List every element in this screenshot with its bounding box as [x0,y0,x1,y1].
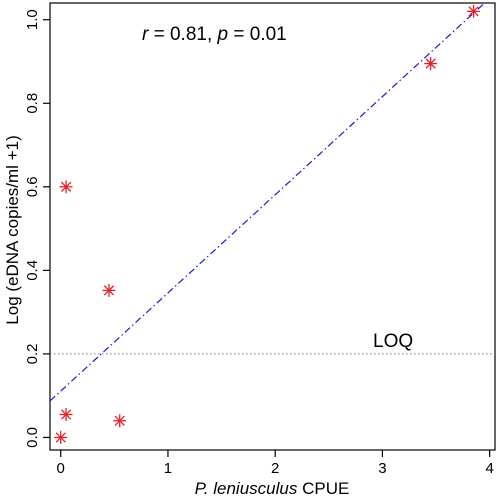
x-axis-title: P. leniusculus CPUE [195,479,350,498]
y-tick-label: 0.0 [24,427,41,448]
x-tick-label: 0 [57,460,65,477]
data-point [424,57,438,71]
y-axis-title: Log (eDNA copies/ml +1) [3,135,22,324]
y-tick-label: 1.0 [24,9,41,30]
data-point [54,430,68,444]
x-axis-title-rest: CPUE [297,479,349,498]
x-tick-label: 4 [485,460,493,477]
data-point [59,407,73,421]
x-tick-label: 3 [378,460,386,477]
loq-label: LOQ [373,331,413,352]
regression-line [49,2,486,402]
x-axis: 0 1 2 3 4 [57,450,494,477]
p-symbol: p [217,24,229,45]
data-point [467,4,481,18]
r-symbol: r [142,24,149,45]
plot-frame [49,2,496,451]
data-point [113,414,127,428]
data-point [59,180,73,194]
r-value-text: = 0.81, [148,24,217,45]
stat-annotation: r = 0.81, p = 0.01 [142,24,287,45]
p-value-text: = 0.01 [228,24,287,45]
y-tick-label: 0.8 [24,93,41,114]
x-axis-title-italic: P. leniusculus [195,479,298,498]
y-tick-label: 0.4 [24,260,41,281]
data-point [102,283,116,297]
plot-area [49,2,495,444]
x-tick-label: 2 [271,460,279,477]
x-tick-label: 1 [164,460,172,477]
y-tick-label: 0.6 [24,176,41,197]
y-tick-label: 0.2 [24,343,41,364]
y-axis: 0.0 0.2 0.4 0.6 0.8 1.0 [24,9,50,448]
